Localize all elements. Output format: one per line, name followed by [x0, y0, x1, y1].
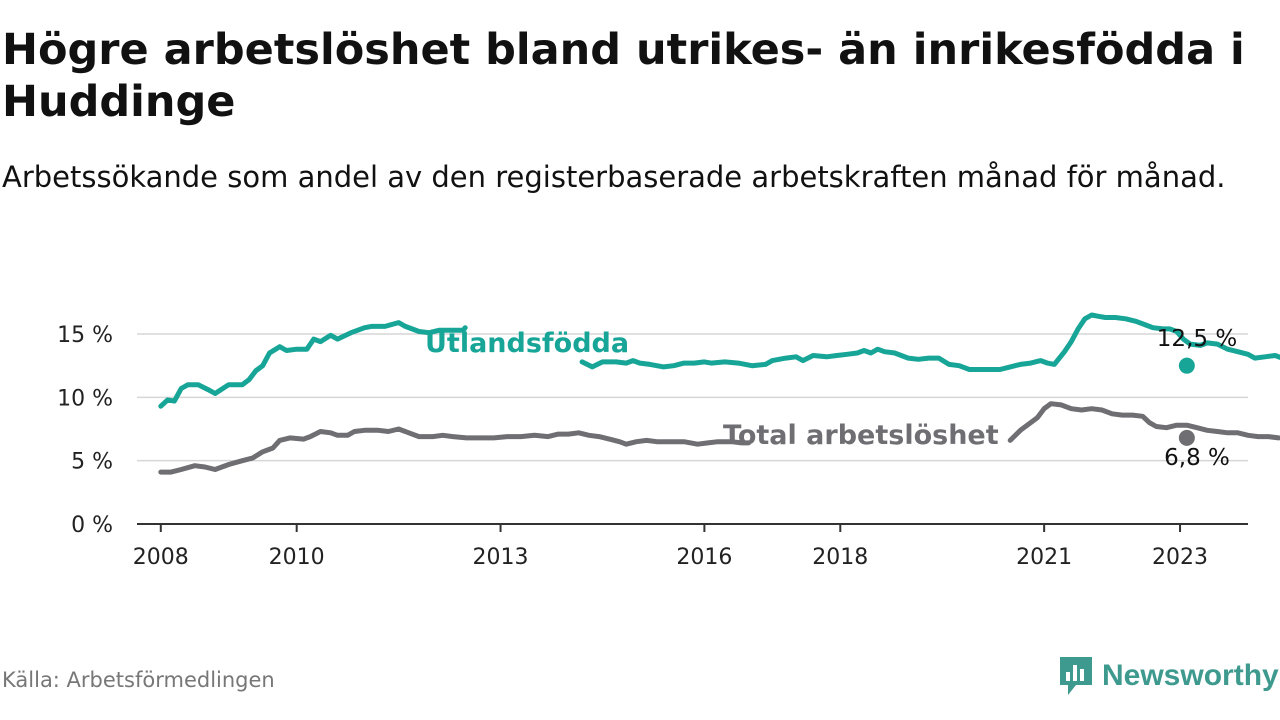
chart-subtitle: Arbetssökande som andel av den registerb… [2, 160, 1226, 194]
series-lines [158, 312, 1280, 475]
axes: 0 % 5 % 10 % 15 % 2008 2010 2013 2016 2018 2021 20… [57, 323, 1248, 570]
series-label-total: Total arbetslöshet [723, 420, 999, 451]
x-tick-label: 2010 [269, 545, 325, 570]
x-tick-label: 2008 [133, 545, 189, 570]
y-tick-label: 15 % [57, 323, 113, 348]
series-line-total [158, 426, 752, 475]
x-tick-label: 2018 [812, 545, 868, 570]
y-tick-label: 5 % [71, 450, 113, 475]
series-line-total [1007, 401, 1280, 443]
series-line-utlandsfodda [579, 312, 1280, 372]
end-point-total [1178, 429, 1195, 446]
brand-name: Newsworthy [1102, 659, 1279, 692]
brand-logo: Newsworthy [1058, 654, 1279, 698]
y-tick-label: 0 % [71, 513, 113, 538]
source-note: Källa: Arbetsförmedlingen [2, 668, 275, 692]
x-tick-label: 2013 [473, 545, 529, 570]
x-tick-label: 2023 [1152, 545, 1208, 570]
x-tick-label: 2021 [1016, 545, 1072, 570]
chart-title: Högre arbetslöshet bland utrikes- än inr… [2, 25, 1245, 127]
bar-chart-speech-bubble-icon [1060, 657, 1092, 695]
series-label-utlandsfodda: Utlandsfödda [425, 328, 629, 359]
end-value-label-total: 6,8 % [1164, 445, 1230, 471]
y-tick-label: 10 % [57, 386, 113, 411]
grid-lines [137, 333, 1248, 462]
end-point-utlandsfodda [1178, 357, 1195, 374]
x-tick-label: 2016 [676, 545, 732, 570]
series-labels: Utlandsfödda Total arbetslöshet 12,5 % 6,8 … [425, 326, 1237, 471]
series-line-utlandsfodda [158, 320, 468, 409]
end-value-label-utlandsfodda: 12,5 % [1157, 326, 1237, 352]
